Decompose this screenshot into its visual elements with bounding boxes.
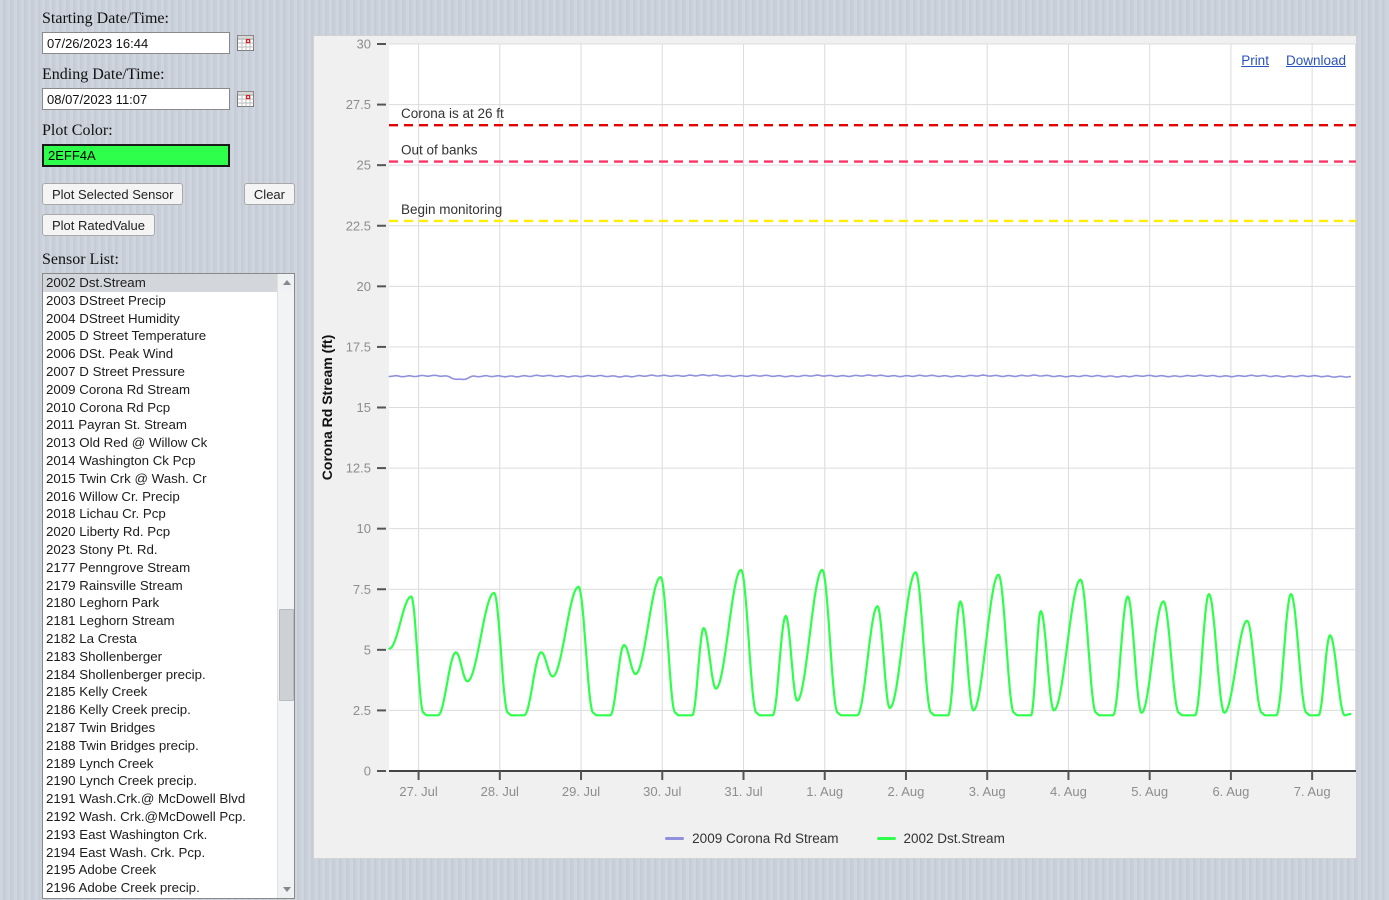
plot-color-label: Plot Color: (42, 122, 298, 140)
legend-item[interactable]: 2009 Corona Rd Stream (665, 831, 838, 846)
x-tick-label: 1. Aug (806, 784, 843, 799)
sensor-list-item[interactable]: 2016 Willow Cr. Precip (43, 488, 277, 506)
sensor-list-item[interactable]: 2005 D Street Temperature (43, 327, 277, 345)
control-panel: Starting Date/Time: 07/26/2023 16:44 End… (42, 10, 298, 899)
y-tick-label: 25 (357, 158, 371, 173)
sensor-list-label: Sensor List: (42, 251, 298, 269)
legend-swatch (665, 837, 684, 840)
sensor-list-item[interactable]: 2014 Washington Ck Pcp (43, 452, 277, 470)
sensor-list-item[interactable]: 2191 Wash.Crk.@ McDowell Blvd (43, 790, 277, 808)
sensor-list-item[interactable]: 2186 Kelly Creek precip. (43, 701, 277, 719)
sensor-list-item[interactable]: 2196 Adobe Creek precip. (43, 879, 277, 897)
sensor-list-item[interactable]: 2011 Payran St. Stream (43, 416, 277, 434)
sensor-list-item[interactable]: 2187 Twin Bridges (43, 719, 277, 737)
sensor-list-item[interactable]: 2184 Shollenberger precip. (43, 666, 277, 684)
stream-chart: Corona is at 26 ft Out of banks Begin moni… (314, 36, 1356, 858)
y-tick-label: 0 (364, 764, 371, 779)
sensor-list-item[interactable]: 2195 Adobe Creek (43, 861, 277, 879)
y-tick-label: 5 (364, 642, 371, 657)
sensor-list-item[interactable]: 2015 Twin Crk @ Wash. Cr (43, 470, 277, 488)
x-tick-label: 7. Aug (1294, 784, 1331, 799)
chart-legend: 2009 Corona Rd Stream 2002 Dst.Stream (314, 831, 1356, 846)
clear-button[interactable]: Clear (244, 183, 295, 205)
sensor-list-item[interactable]: 2182 La Cresta (43, 630, 277, 648)
end-calendar-icon[interactable] (237, 91, 255, 108)
sensor-list-item[interactable]: 2185 Kelly Creek (43, 683, 277, 701)
sensor-listbox[interactable]: 2002 Dst.Stream2003 DStreet Precip2004 D… (42, 273, 295, 899)
y-tick-label: 12.5 (346, 461, 371, 476)
start-datetime-label: Starting Date/Time: (42, 10, 298, 28)
y-axis-title: Corona Rd Stream (ft) (319, 335, 335, 480)
y-tick-label: 30 (357, 37, 371, 52)
scroll-down-icon (283, 887, 291, 892)
plot-selected-sensor-button[interactable]: Plot Selected Sensor (42, 183, 183, 205)
sensor-list-item[interactable]: 2180 Leghorn Park (43, 594, 277, 612)
sensor-list-item[interactable]: 2007 D Street Pressure (43, 363, 277, 381)
sensor-list-item[interactable]: 2006 DSt. Peak Wind (43, 345, 277, 363)
scroll-up-icon (283, 280, 291, 285)
threshold-label: Begin monitoring (401, 202, 502, 217)
sensor-list-item[interactable]: 2188 Twin Bridges precip. (43, 737, 277, 755)
sensor-list-item[interactable]: 2003 DStreet Precip (43, 292, 277, 310)
x-tick-label: 29. Jul (562, 784, 600, 799)
y-tick-label: 10 (357, 521, 371, 536)
y-tick-label: 2.5 (353, 703, 371, 718)
threshold-label: Corona is at 26 ft (401, 106, 504, 121)
sensor-list-item[interactable]: 2183 Shollenberger (43, 648, 277, 666)
sensor-list-item[interactable]: 2193 East Washington Crk. (43, 826, 277, 844)
y-tick-label: 7.5 (353, 582, 371, 597)
sensor-list-item[interactable]: 2181 Leghorn Stream (43, 612, 277, 630)
end-datetime-label: Ending Date/Time: (42, 66, 298, 84)
start-calendar-icon[interactable] (237, 35, 255, 52)
plot-color-input[interactable]: 2EFF4A (42, 144, 230, 167)
sensor-list-item[interactable]: 2009 Corona Rd Stream (43, 381, 277, 399)
scrollbar-thumb[interactable] (279, 609, 294, 701)
sensor-list-item[interactable]: 2020 Liberty Rd. Pcp (43, 523, 277, 541)
x-tick-label: 2. Aug (888, 784, 925, 799)
sensor-list-item[interactable]: 2192 Wash. Crk.@McDowell Pcp. (43, 808, 277, 826)
sensor-list-item[interactable]: 2018 Lichau Cr. Pcp (43, 505, 277, 523)
x-tick-label: 4. Aug (1050, 784, 1087, 799)
sensor-list-item[interactable]: 2177 Penngrove Stream (43, 559, 277, 577)
x-tick-label: 5. Aug (1131, 784, 1168, 799)
y-tick-label: 17.5 (346, 339, 371, 354)
legend-label: 2002 Dst.Stream (904, 831, 1005, 846)
y-tick-label: 27.5 (346, 97, 371, 112)
legend-label: 2009 Corona Rd Stream (692, 831, 838, 846)
x-tick-label: 6. Aug (1212, 784, 1249, 799)
sensor-list-item[interactable]: 2190 Lynch Creek precip. (43, 772, 277, 790)
x-tick-label: 27. Jul (399, 784, 437, 799)
x-tick-label: 31. Jul (724, 784, 762, 799)
sensor-list-item[interactable]: 2013 Old Red @ Willow Ck (43, 434, 277, 452)
sensor-list-item[interactable]: 2023 Stony Pt. Rd. (43, 541, 277, 559)
scroll-down-button[interactable] (278, 881, 295, 898)
y-tick-label: 22.5 (346, 218, 371, 233)
x-tick-label: 30. Jul (643, 784, 681, 799)
y-tick-label: 20 (357, 279, 371, 294)
x-tick-label: 28. Jul (481, 784, 519, 799)
start-datetime-input[interactable]: 07/26/2023 16:44 (42, 32, 230, 54)
sensor-list-scrollbar[interactable] (277, 274, 294, 898)
y-tick-label: 15 (357, 400, 371, 415)
sensor-list-item[interactable]: 2004 DStreet Humidity (43, 310, 277, 328)
legend-item[interactable]: 2002 Dst.Stream (877, 831, 1005, 846)
sensor-list-item[interactable]: 2002 Dst.Stream (43, 274, 277, 292)
download-link[interactable]: Download (1286, 53, 1346, 68)
sensor-list-item[interactable]: 2179 Rainsville Stream (43, 577, 277, 595)
sensor-list-item[interactable]: 2194 East Wash. Crk. Pcp. (43, 844, 277, 862)
threshold-label: Out of banks (401, 143, 478, 158)
plot-rated-value-button[interactable]: Plot RatedValue (42, 214, 155, 236)
x-tick-label: 3. Aug (969, 784, 1006, 799)
print-link[interactable]: Print (1241, 53, 1269, 68)
sensor-list-item[interactable]: 2189 Lynch Creek (43, 755, 277, 773)
chart-panel: Print Download Corona is at 26 ft Out of … (313, 35, 1357, 859)
scroll-up-button[interactable] (278, 274, 295, 291)
end-datetime-input[interactable]: 08/07/2023 11:07 (42, 88, 230, 110)
sensor-list-item[interactable]: 2010 Corona Rd Pcp (43, 399, 277, 417)
legend-swatch (877, 837, 896, 840)
